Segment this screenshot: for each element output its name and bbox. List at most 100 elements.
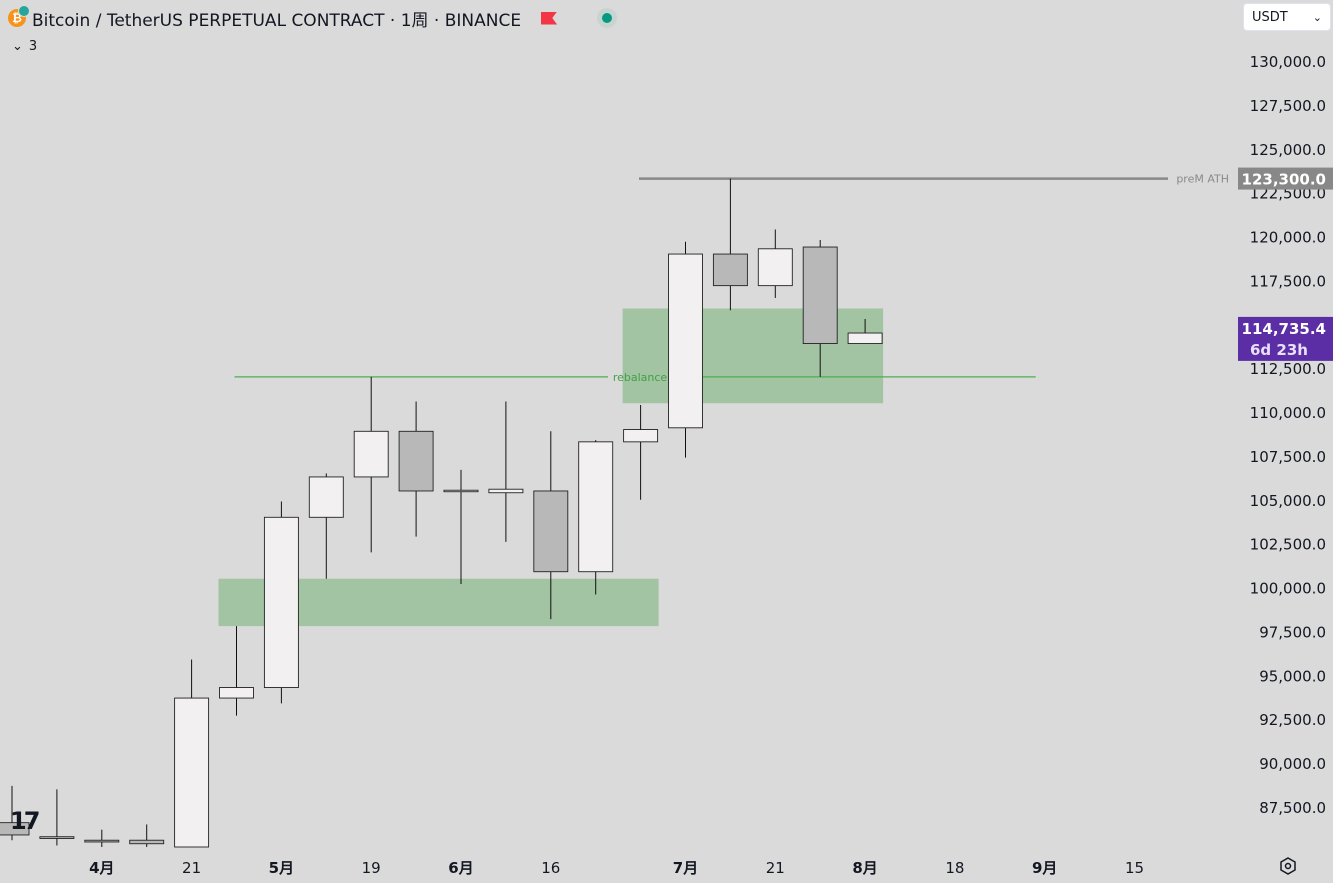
time-tick-label: 5月 xyxy=(269,859,294,877)
candle-body xyxy=(219,687,254,699)
time-tick-label: 6月 xyxy=(448,859,473,877)
price-tick-label: 125,000.0 xyxy=(1250,141,1326,159)
candle[interactable] xyxy=(308,473,344,579)
flag-icon[interactable] xyxy=(541,11,557,25)
candle-body xyxy=(353,430,389,478)
time-tick-label: 7月 xyxy=(673,859,698,877)
price-axis: 130,000.0127,500.0125,000.0122,500.0120,… xyxy=(1250,53,1326,817)
candle[interactable] xyxy=(578,440,614,595)
price-tick-label: 102,500.0 xyxy=(1250,536,1326,554)
gear-icon[interactable] xyxy=(1278,856,1298,876)
current-price-label: 114,735.4 6d 23h xyxy=(1238,316,1333,361)
price-labels-layer: 123,300.0 114,735.4 6d 23h xyxy=(1238,167,1333,361)
ath-label: preM ATH xyxy=(1176,173,1229,186)
demand-zone[interactable] xyxy=(622,308,884,404)
candle-body xyxy=(578,441,614,573)
candle-body xyxy=(488,488,524,494)
candle[interactable] xyxy=(0,785,30,841)
price-tick-label: 92,500.0 xyxy=(1259,711,1326,729)
candle[interactable] xyxy=(533,431,569,620)
candle[interactable] xyxy=(668,241,703,458)
time-tick-label: 16 xyxy=(541,859,560,877)
indicators-toggle[interactable]: ⌄ 3 xyxy=(12,39,37,54)
candle[interactable] xyxy=(623,404,659,500)
candle[interactable] xyxy=(174,659,210,848)
time-tick-label: 21 xyxy=(182,859,201,877)
candle[interactable] xyxy=(219,626,254,716)
price-tick-label: 87,500.0 xyxy=(1259,799,1326,817)
indicator-count: 3 xyxy=(28,39,38,54)
current-price-bg xyxy=(1238,316,1333,361)
price-tick-label: 90,000.0 xyxy=(1259,755,1326,773)
candle-body xyxy=(263,516,299,688)
bitcoin-coin-icon: ₿ xyxy=(8,5,30,27)
symbol-title[interactable]: Bitcoin / TetherUS PERPETUAL CONTRACT · … xyxy=(32,10,522,31)
tether-badge-icon xyxy=(18,5,30,17)
price-tick-label: 97,500.0 xyxy=(1259,623,1326,641)
ath-price-bg xyxy=(1238,167,1333,190)
price-tick-label: 120,000.0 xyxy=(1250,229,1326,247)
candle-body xyxy=(174,697,210,848)
ath-price-text: 123,300.0 xyxy=(1242,171,1326,189)
time-tick-label: 18 xyxy=(945,859,964,877)
price-tick-label: 112,500.0 xyxy=(1250,360,1326,378)
candle-body xyxy=(533,490,569,573)
candle[interactable] xyxy=(847,318,883,345)
logo-text: 17 xyxy=(10,807,40,835)
candle-body xyxy=(712,253,748,287)
candle-body xyxy=(129,839,165,845)
candle-body xyxy=(398,430,434,492)
chevron-down-icon: ⌄ xyxy=(1312,10,1322,24)
candle[interactable] xyxy=(353,376,389,553)
time-tick-label: 4月 xyxy=(89,859,114,877)
time-tick-label: 15 xyxy=(1125,859,1144,877)
candle[interactable] xyxy=(443,469,479,584)
price-tick-label: 127,500.0 xyxy=(1250,97,1326,115)
candle-body xyxy=(623,429,659,443)
candle-body xyxy=(668,253,703,429)
price-tick-label: 130,000.0 xyxy=(1250,53,1326,71)
rebalance-label: rebalance xyxy=(613,371,668,384)
current-price-text: 114,735.4 xyxy=(1242,320,1326,338)
currency-select[interactable]: USDT ⌄ xyxy=(1243,3,1331,31)
countdown-text: 6d 23h xyxy=(1250,341,1308,359)
candle[interactable] xyxy=(757,229,793,298)
price-tick-label: 100,000.0 xyxy=(1250,580,1326,598)
coin-symbol: ₿ xyxy=(12,11,22,25)
time-tick-label: 8月 xyxy=(852,859,877,877)
time-tick-label: 19 xyxy=(362,859,381,877)
candle-body xyxy=(802,246,838,345)
price-tick-label: 117,500.0 xyxy=(1250,272,1326,290)
price-tick-label: 110,000.0 xyxy=(1250,404,1326,422)
candle[interactable] xyxy=(712,178,748,311)
candle-body xyxy=(757,248,793,287)
chart-header: ₿ Bitcoin / TetherUS PERPETUAL CONTRACT … xyxy=(8,5,618,31)
market-open-dot-icon[interactable] xyxy=(597,8,618,28)
candle[interactable] xyxy=(398,401,434,537)
time-tick-label: 9月 xyxy=(1032,859,1057,877)
candle[interactable] xyxy=(263,501,299,704)
lines-layer: rebalance preM ATH xyxy=(234,173,1229,384)
price-tick-label: 107,500.0 xyxy=(1250,448,1326,466)
candle-body xyxy=(308,476,344,518)
chevron-down-icon: ⌄ xyxy=(12,39,23,54)
time-tick-label: 21 xyxy=(766,859,785,877)
candle[interactable] xyxy=(39,789,75,846)
price-tick-label: 105,000.0 xyxy=(1250,492,1326,510)
candle-body xyxy=(0,822,30,836)
price-tick-label: 95,000.0 xyxy=(1259,667,1326,685)
candle-body xyxy=(39,836,75,839)
candle-body xyxy=(84,839,120,843)
candle[interactable] xyxy=(802,240,838,377)
candles-layer xyxy=(0,178,883,848)
currency-value: USDT xyxy=(1252,9,1288,25)
candle[interactable] xyxy=(129,824,165,847)
ath-price-label: 123,300.0 xyxy=(1238,167,1333,190)
candle[interactable] xyxy=(488,401,524,542)
candle[interactable] xyxy=(84,829,120,847)
candle-body xyxy=(847,332,883,345)
tradingview-logo[interactable]: 17 xyxy=(10,807,52,835)
time-axis: 4月 21 5月 19 6月 16 7月 21 8月 18 9月 15 xyxy=(89,859,1144,877)
candle-body xyxy=(443,489,479,493)
